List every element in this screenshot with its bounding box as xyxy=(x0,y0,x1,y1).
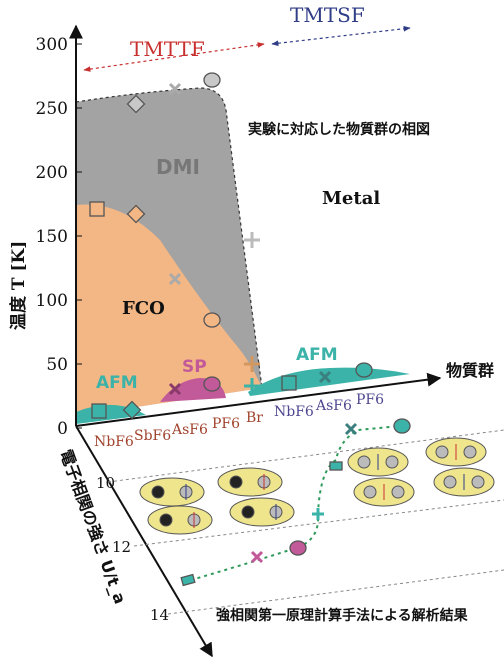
x-ticks: NbF6 SbF6 AsF6 PF6 Br NbF6 AsF6 PF6 xyxy=(94,392,384,450)
x-tick-sbf6: SbF6 xyxy=(134,428,171,444)
y-tick-0: 0 xyxy=(57,419,68,439)
marker-cross xyxy=(168,272,182,286)
dimer-pair xyxy=(139,477,205,507)
x-axis-label: 物質群 xyxy=(446,361,494,380)
phase-label-dmi: DMI xyxy=(156,155,200,179)
calc-caption: 強相関第一原理計算手法による解析結果 xyxy=(216,607,469,624)
u-tick-12: 12 xyxy=(112,538,131,556)
y-tick-250: 250 xyxy=(36,99,68,119)
phase-label-metal: Metal xyxy=(322,188,380,209)
y-tick-200: 200 xyxy=(36,163,68,183)
phase-label-fco: FCO xyxy=(122,298,165,319)
dimer-pair xyxy=(425,437,487,467)
dimer-pair xyxy=(433,467,495,497)
tmttf-label: TMTTF xyxy=(130,37,205,61)
marker-cross xyxy=(168,382,182,396)
y-ticks: 0 50 100 150 200 250 300 xyxy=(36,35,82,439)
tmtsf-range-arrow xyxy=(271,25,411,47)
marker-square xyxy=(91,403,107,419)
x-tick-nbf6-tmtsf: NbF6 xyxy=(274,404,314,420)
y-axis-label: 温度 T [K] xyxy=(8,241,29,330)
fco-region xyxy=(76,204,262,416)
calc-marker xyxy=(180,573,196,587)
calc-axis-ticks: 10 12 14 xyxy=(96,474,169,624)
marker-square xyxy=(281,375,297,391)
phase-label-sp: SP xyxy=(182,357,207,377)
x-tick-nbf6-tmttf: NbF6 xyxy=(94,434,134,450)
marker-plus xyxy=(244,356,260,372)
x-tick-pf6-tmttf: PF6 xyxy=(212,416,240,432)
tmttf-range-arrow xyxy=(83,42,265,72)
y-tick-100: 100 xyxy=(36,291,68,311)
calc-marker xyxy=(312,508,324,520)
x-tick-br: Br xyxy=(246,410,263,426)
calc-marker xyxy=(344,422,358,436)
marker-diamond xyxy=(126,94,146,114)
x-tick-asf6-tmttf: AsF6 xyxy=(171,422,208,438)
u-axis-label: 電子相関の強さ U/t_a xyxy=(56,447,130,607)
calc-marker xyxy=(289,540,307,556)
marker-plus xyxy=(244,232,260,248)
dimer-pair xyxy=(217,467,283,497)
marker-plus xyxy=(244,378,260,394)
marker-circle xyxy=(355,362,373,378)
x-tick-pf6-tmtsf: PF6 xyxy=(356,392,384,408)
u-tick-10: 10 xyxy=(96,474,115,492)
dimer-pair xyxy=(347,447,409,477)
experimental-markers xyxy=(89,72,373,420)
dimer-pair xyxy=(229,497,295,527)
x-axis xyxy=(75,372,442,427)
calc-markers xyxy=(180,418,411,587)
dimer-pair xyxy=(353,477,415,507)
marker-cross xyxy=(168,82,182,96)
calc-marker xyxy=(250,550,264,564)
calc-grid-lines xyxy=(107,429,504,615)
y-tick-300: 300 xyxy=(36,35,68,55)
marker-square xyxy=(89,201,105,217)
y-tick-150: 150 xyxy=(36,227,68,247)
dimer-pair xyxy=(147,505,213,535)
marker-diamond xyxy=(122,400,142,420)
phase-diagram-caption: 実験に対応した物質群の相図 xyxy=(248,121,430,138)
dimer-icons xyxy=(139,437,495,535)
marker-diamond xyxy=(126,204,146,224)
marker-circle xyxy=(203,312,221,328)
y-tick-50: 50 xyxy=(46,355,68,375)
phase-label-afm-right: AFM xyxy=(296,345,338,365)
marker-circle xyxy=(203,376,221,392)
z-axis xyxy=(75,425,213,658)
phase-label-afm-left: AFM xyxy=(96,373,138,393)
x-tick-asf6-tmtsf: AsF6 xyxy=(315,398,352,414)
u-tick-14: 14 xyxy=(150,606,169,624)
marker-cross xyxy=(318,370,332,384)
dmi-boundary xyxy=(75,87,263,389)
tmtsf-label: TMTSF xyxy=(290,3,365,27)
calc-marker xyxy=(393,418,411,434)
calc-marker xyxy=(329,461,343,471)
marker-circle xyxy=(203,72,221,88)
